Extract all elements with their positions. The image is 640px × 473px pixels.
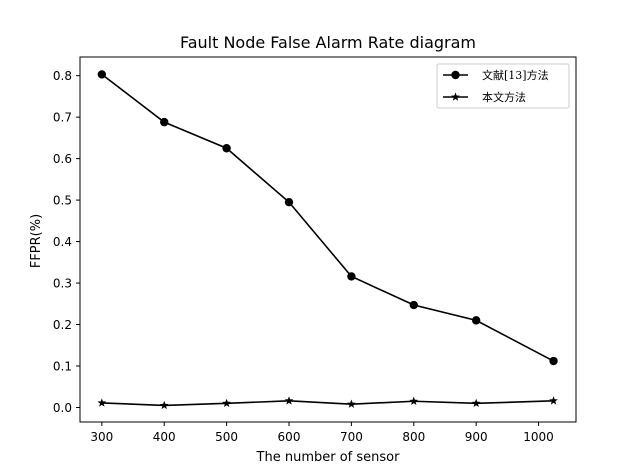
x-tick-label: 1000 — [523, 430, 554, 444]
series-2-point — [222, 398, 231, 408]
series-2-point — [549, 396, 558, 405]
chart-title: Fault Node False Alarm Rate diagram — [180, 33, 476, 52]
legend-box — [436, 63, 570, 109]
series-1-point — [222, 144, 231, 153]
x-tick-label: 800 — [402, 430, 425, 444]
y-tick-label: 0.4 — [53, 235, 72, 249]
series-1-point — [160, 117, 169, 127]
x-tick-label: 500 — [215, 430, 238, 444]
legend-label: 文献[13]方法 — [482, 68, 549, 82]
series-1-point — [347, 272, 356, 281]
x-tick-label: 900 — [465, 430, 488, 444]
x-axis-label: The number of sensor — [256, 450, 401, 465]
legend-label: 本文方法 — [482, 90, 526, 104]
y-axis-label: FFPR(%) — [29, 214, 44, 268]
y-tick-label: 0.6 — [53, 152, 72, 166]
y-tick-label: 0.3 — [53, 277, 72, 291]
series-1-point — [284, 197, 294, 207]
legend-marker — [451, 70, 460, 80]
x-tick-label: 600 — [278, 430, 301, 444]
y-tick-label: 0.1 — [53, 360, 72, 374]
plot-frame — [79, 56, 577, 423]
series-2-point — [409, 396, 419, 405]
series-2-line — [101, 400, 554, 407]
series-1-point — [471, 316, 481, 325]
y-tick-label: 0.7 — [53, 111, 72, 125]
x-tick-label: 300 — [90, 430, 113, 444]
series-1-point — [409, 300, 418, 310]
y-tick-label: 0.8 — [53, 69, 72, 83]
y-tick-label: 0.0 — [53, 401, 72, 415]
x-tick-label: 700 — [340, 430, 363, 444]
series-2-point — [471, 398, 481, 408]
series-1-line — [101, 73, 554, 362]
y-tick-label: 0.5 — [53, 194, 72, 208]
series-2-point — [284, 396, 294, 405]
legend-marker — [451, 92, 460, 101]
plot-area: 300 400 500 600 700 800 900 1000 0.0 0.1 0.2 0.3 0.4… — [53, 56, 577, 444]
series-2-point — [97, 398, 107, 407]
series-1-point — [97, 70, 107, 79]
y-tick-label: 0.2 — [53, 318, 72, 332]
series-1-point — [549, 356, 558, 366]
series-2-point — [347, 399, 356, 408]
series-2-point — [159, 400, 169, 410]
x-tick-label: 400 — [153, 430, 176, 444]
